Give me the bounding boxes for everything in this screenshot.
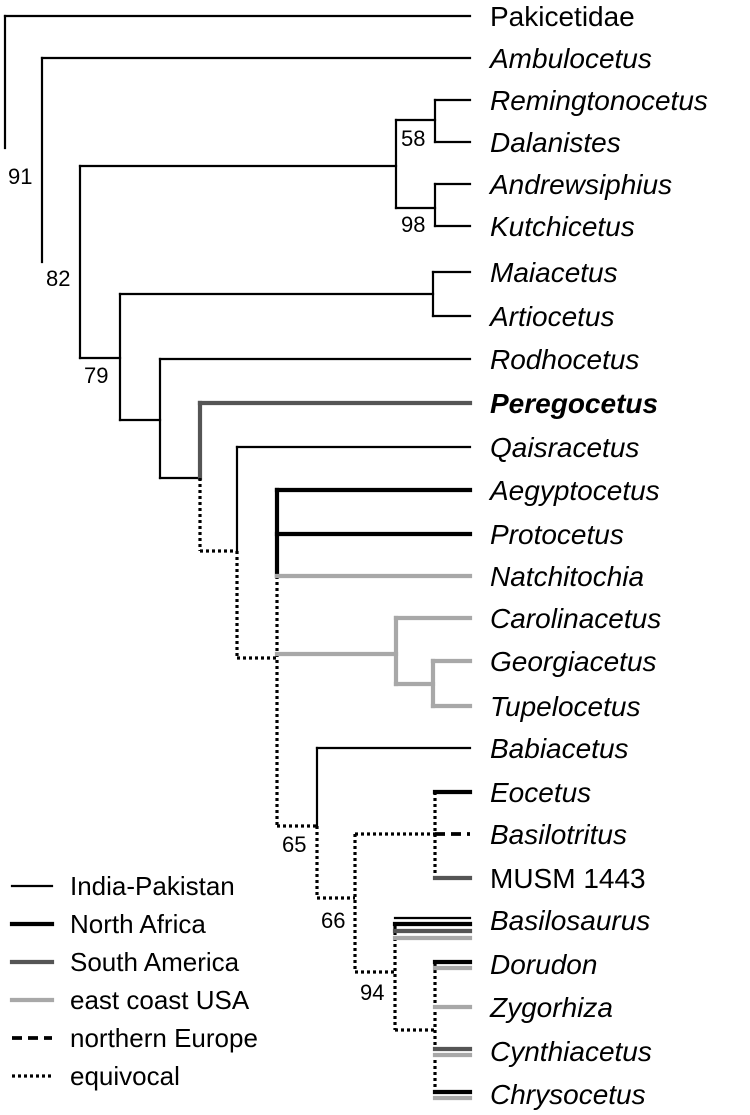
taxon-label-artiocetus: Artiocetus (488, 301, 615, 332)
taxon-label-basilosaurus: Basilosaurus (490, 905, 650, 936)
taxon-label-musm1443: MUSM 1443 (490, 863, 646, 894)
taxon-label-kutchicetus: Kutchicetus (490, 211, 635, 242)
tree-branches (3, 14, 473, 1101)
taxon-label-carolinacetus: Carolinacetus (490, 603, 661, 634)
support-value-node-basilosaurid: 66 (321, 908, 345, 933)
legend-label-india-pakistan: India-Pakistan (70, 871, 235, 901)
taxon-label-qaisracetus: Qaisracetus (490, 432, 639, 463)
taxon-label-andrewsiphius: Andrewsiphius (488, 169, 672, 200)
taxon-labels: Pakicetidae Ambulocetus Remingtonocetus Dal… (488, 1, 708, 1110)
taxon-label-ambulocetus: Ambulocetus (488, 43, 652, 74)
taxon-label-zygorhiza: Zygorhiza (489, 992, 613, 1023)
taxon-label-georgiacetus: Georgiacetus (490, 646, 657, 677)
legend-label-northern-europe: northern Europe (70, 1023, 258, 1053)
taxon-label-protocetus: Protocetus (490, 519, 624, 550)
support-value-node-andrewsiphius: 98 (401, 212, 425, 237)
taxon-label-maiacetus: Maiacetus (490, 257, 618, 288)
taxon-label-babiacetus: Babiacetus (490, 733, 629, 764)
taxon-label-tupelocetus: Tupelocetus (490, 691, 640, 722)
taxon-label-aegyptocetus: Aegyptocetus (488, 475, 660, 506)
taxon-label-remingtonocetus: Remingtonocetus (490, 85, 708, 116)
legend-label-south-america: South America (70, 947, 240, 977)
taxon-label-natchitochia: Natchitochia (490, 561, 644, 592)
legend-label-east-coast-usa: east coast USA (70, 985, 250, 1015)
taxon-label-rodhocetus: Rodhocetus (490, 344, 639, 375)
support-value-node-babiacetus: 65 (282, 832, 306, 857)
support-value-node-crown: 94 (360, 980, 384, 1005)
taxon-label-dorudon: Dorudon (490, 949, 597, 980)
support-values: 91 82 58 98 79 65 66 94 (8, 126, 425, 1005)
taxon-label-chrysocetus: Chrysocetus (490, 1079, 646, 1110)
taxon-label-pakicetidae: Pakicetidae (490, 1, 635, 32)
legend: India-Pakistan North Africa South America e… (9, 871, 258, 1091)
support-value-node-remingtonocetidae: 58 (401, 126, 425, 151)
support-value-root: 91 (8, 164, 32, 189)
taxon-label-dalanistes: Dalanistes (490, 127, 621, 158)
taxon-label-peregocetus: Peregocetus (490, 388, 658, 419)
support-value-node-ambulocetus: 82 (46, 266, 70, 291)
taxon-label-cynthiacetus: Cynthiacetus (490, 1036, 652, 1067)
taxon-label-basilotritus: Basilotritus (490, 819, 627, 850)
support-value-node-protocetid: 79 (84, 363, 108, 388)
legend-label-equivocal: equivocal (70, 1061, 180, 1091)
legend-label-north-africa: North Africa (70, 909, 206, 939)
taxon-label-eocetus: Eocetus (490, 777, 591, 808)
